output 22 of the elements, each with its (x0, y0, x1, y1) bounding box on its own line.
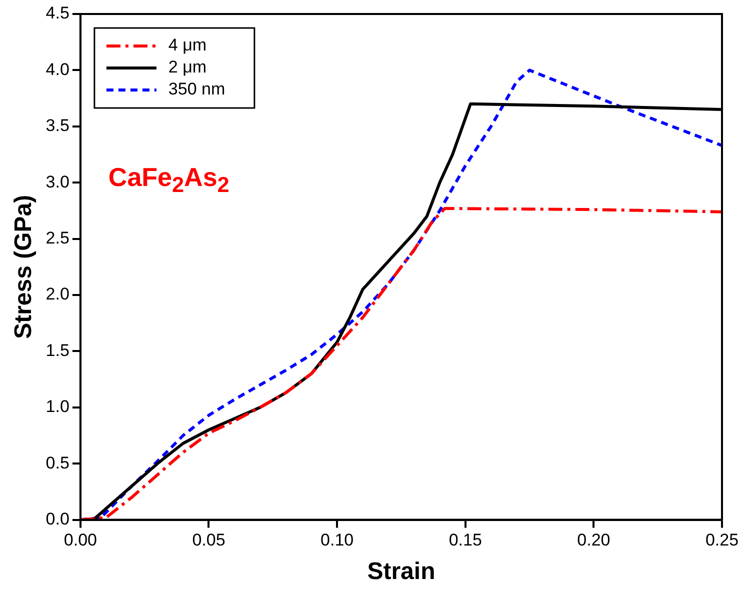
legend-label: 350 nm (168, 80, 226, 99)
annotation: CaFe$_{2}$As$_{2}$ (108, 162, 230, 198)
x-tick-label: 0.25 (705, 530, 739, 550)
x-axis-title: Strain (367, 558, 436, 586)
y-tick-label: 1.0 (46, 397, 70, 416)
y-tick-label: 0.5 (46, 453, 70, 472)
x-tick-label: 0.15 (448, 530, 482, 550)
y-tick-label: 4.0 (46, 60, 70, 79)
y-tick-label: 4.5 (46, 4, 70, 23)
y-tick-label: 1.5 (46, 340, 70, 360)
y-axis-title: Stress (GPa) (10, 194, 38, 339)
x-tick-label: 0.00 (64, 530, 97, 550)
y-tick-label: 0.0 (46, 509, 70, 528)
y-tick-label: 2.0 (46, 284, 70, 304)
legend-label: 4 μm (168, 36, 207, 55)
x-tick-label: 0.20 (577, 530, 610, 550)
y-tick-label: 2.5 (46, 228, 70, 248)
x-tick-label: 0.10 (320, 530, 354, 550)
legend-label: 2 μm (168, 58, 207, 77)
y-tick-label: 3.0 (46, 172, 70, 192)
y-tick-label: 3.5 (46, 116, 70, 136)
x-tick-label: 0.05 (192, 530, 226, 550)
